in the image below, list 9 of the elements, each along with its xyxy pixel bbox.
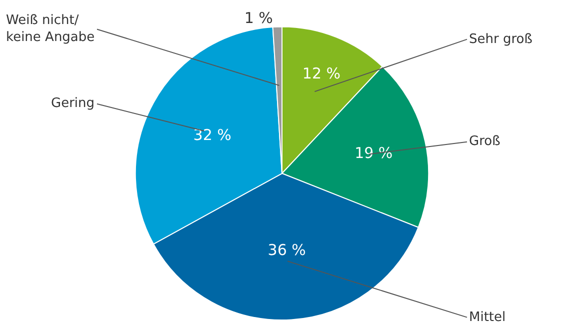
slice-label: Weiß nicht/ keine Angabe (6, 13, 95, 45)
slice-label: Groß (469, 134, 500, 149)
data-label: 1 % (244, 8, 273, 27)
data-label: 36 % (268, 241, 306, 260)
slice-label: Sehr groß (469, 32, 532, 47)
slice-label: Gering (51, 96, 95, 111)
slice-label: Mittel (469, 310, 506, 325)
data-label: 12 % (302, 64, 341, 83)
data-label: 19 % (354, 144, 393, 162)
